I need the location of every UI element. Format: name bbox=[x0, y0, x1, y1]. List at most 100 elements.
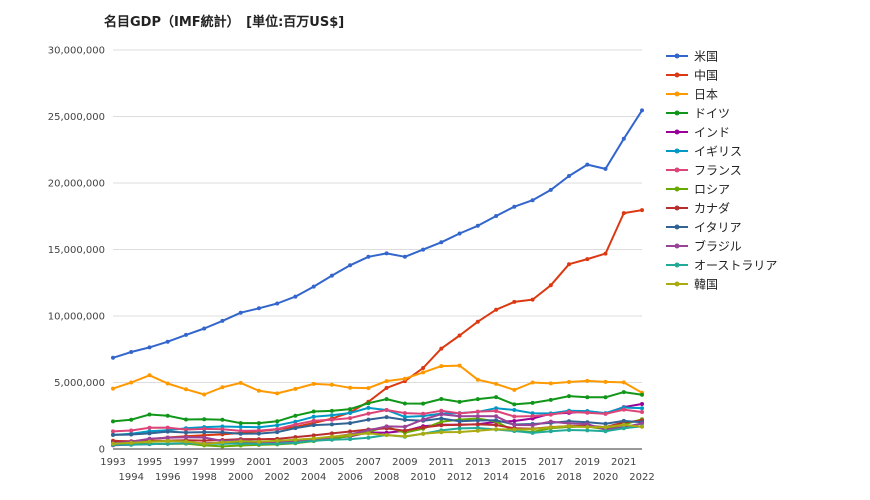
data-point bbox=[548, 429, 553, 434]
data-point bbox=[384, 385, 389, 390]
data-point bbox=[567, 409, 571, 414]
legend-marker bbox=[674, 148, 680, 154]
data-point bbox=[202, 326, 207, 331]
data-point bbox=[184, 417, 188, 422]
data-point bbox=[184, 430, 188, 435]
data-point bbox=[402, 376, 407, 381]
x-tick-label: 1995 bbox=[137, 457, 162, 468]
x-tick-label: 2009 bbox=[392, 457, 417, 468]
data-point bbox=[238, 431, 243, 436]
legend-item: 韓国 bbox=[666, 278, 718, 292]
data-point bbox=[530, 414, 535, 419]
legend-marker bbox=[674, 129, 680, 135]
data-point bbox=[439, 346, 444, 351]
data-point bbox=[585, 395, 590, 400]
legend-item: ドイツ bbox=[666, 107, 730, 121]
data-point bbox=[275, 419, 280, 424]
data-point bbox=[567, 394, 571, 399]
x-tick-label: 2017 bbox=[538, 457, 563, 468]
data-point bbox=[329, 431, 334, 436]
data-point bbox=[366, 401, 371, 406]
data-point bbox=[567, 174, 571, 178]
data-point bbox=[220, 430, 225, 435]
data-point bbox=[111, 386, 115, 391]
data-point bbox=[256, 425, 261, 430]
data-point bbox=[603, 251, 608, 256]
data-point bbox=[366, 431, 371, 436]
x-tick-label: 1997 bbox=[173, 457, 198, 468]
data-point bbox=[402, 428, 407, 433]
data-point bbox=[457, 419, 462, 424]
data-point bbox=[384, 424, 389, 429]
data-point bbox=[402, 401, 407, 406]
data-point bbox=[603, 379, 608, 384]
data-point bbox=[311, 381, 316, 386]
series-group bbox=[111, 390, 644, 426]
data-point bbox=[530, 297, 535, 302]
data-point bbox=[512, 402, 517, 407]
data-point bbox=[202, 430, 207, 435]
data-point bbox=[275, 301, 280, 306]
chart-title: 名目GDP（IMF統計） [単位:百万US$] bbox=[104, 14, 344, 30]
data-point bbox=[311, 414, 316, 419]
data-point bbox=[147, 412, 152, 417]
data-point bbox=[512, 414, 517, 419]
series-group bbox=[111, 407, 644, 434]
x-tick-label: 2020 bbox=[593, 472, 618, 483]
data-point bbox=[366, 417, 371, 422]
data-point bbox=[512, 299, 517, 304]
data-point bbox=[439, 364, 444, 369]
data-point bbox=[165, 439, 170, 443]
data-point bbox=[494, 427, 499, 432]
data-point bbox=[494, 214, 499, 218]
legend-item: ロシア bbox=[666, 183, 730, 197]
data-point bbox=[329, 413, 334, 418]
data-point bbox=[384, 251, 389, 256]
data-point bbox=[293, 413, 298, 418]
x-tick-label: 2005 bbox=[319, 457, 344, 468]
legend-label: 米国 bbox=[694, 50, 718, 64]
legend-marker bbox=[674, 262, 680, 268]
data-point bbox=[548, 397, 553, 402]
x-tick-label: 2008 bbox=[374, 472, 399, 483]
x-tick-label: 2000 bbox=[228, 472, 253, 483]
data-point bbox=[348, 411, 353, 415]
x-tick-label: 2012 bbox=[447, 472, 472, 483]
data-point bbox=[603, 411, 608, 416]
legend-label: オーストラリア bbox=[694, 259, 777, 273]
data-point bbox=[621, 380, 626, 385]
legend-marker bbox=[674, 91, 680, 97]
data-point bbox=[256, 306, 261, 311]
data-point bbox=[567, 428, 571, 432]
data-point bbox=[640, 406, 644, 411]
data-point bbox=[293, 422, 298, 427]
data-point bbox=[439, 408, 444, 413]
legend-marker bbox=[674, 53, 680, 59]
data-point bbox=[402, 411, 407, 416]
data-point bbox=[530, 423, 535, 428]
data-point bbox=[621, 390, 626, 395]
y-tick-label: 5,000,000 bbox=[54, 378, 105, 389]
data-point bbox=[585, 162, 590, 167]
legend-label: インド bbox=[694, 126, 730, 140]
x-tick-label: 2001 bbox=[246, 457, 271, 468]
data-point bbox=[603, 429, 608, 434]
data-point bbox=[603, 425, 608, 430]
data-point bbox=[111, 419, 115, 424]
data-point bbox=[238, 424, 243, 429]
y-tick-label: 15,000,000 bbox=[48, 245, 105, 256]
x-tick-label: 1993 bbox=[100, 457, 125, 468]
data-point bbox=[457, 363, 462, 368]
data-point bbox=[184, 332, 188, 337]
x-tick-label: 2014 bbox=[483, 472, 508, 483]
data-point bbox=[585, 378, 590, 383]
data-point bbox=[329, 408, 334, 413]
x-tick-label: 2003 bbox=[283, 457, 308, 468]
data-point bbox=[603, 166, 608, 171]
data-point bbox=[421, 431, 426, 436]
legend-item: フランス bbox=[666, 164, 742, 178]
data-point bbox=[293, 426, 298, 431]
data-point bbox=[439, 397, 444, 401]
legend-label: イタリア bbox=[694, 221, 742, 235]
data-point bbox=[329, 417, 334, 422]
